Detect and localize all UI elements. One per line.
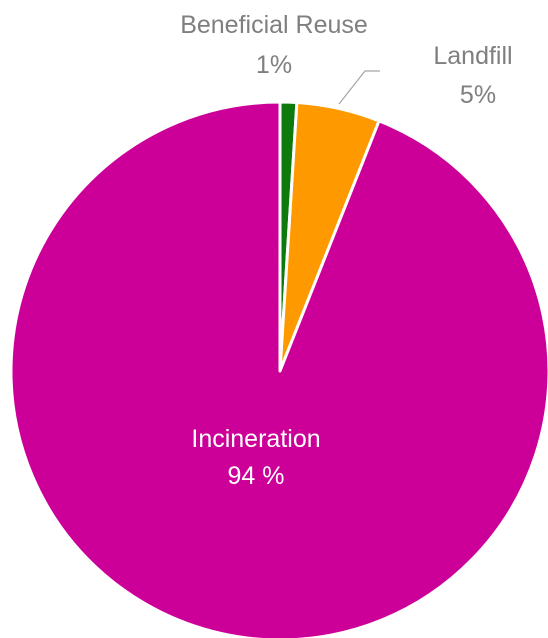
incineration-value-label: 94 %	[228, 462, 285, 490]
beneficial-reuse-name-label: Beneficial Reuse	[180, 11, 368, 39]
pie-slices	[9, 100, 548, 638]
pie-slice-incineration	[9, 100, 548, 638]
beneficial-reuse-value-label: 1%	[256, 51, 292, 79]
incineration-name-label: Incineration	[191, 425, 320, 453]
landfill-leader-line	[338, 70, 380, 105]
landfill-value-label: 5%	[460, 81, 496, 109]
landfill-name-label: Landfill	[433, 42, 512, 70]
